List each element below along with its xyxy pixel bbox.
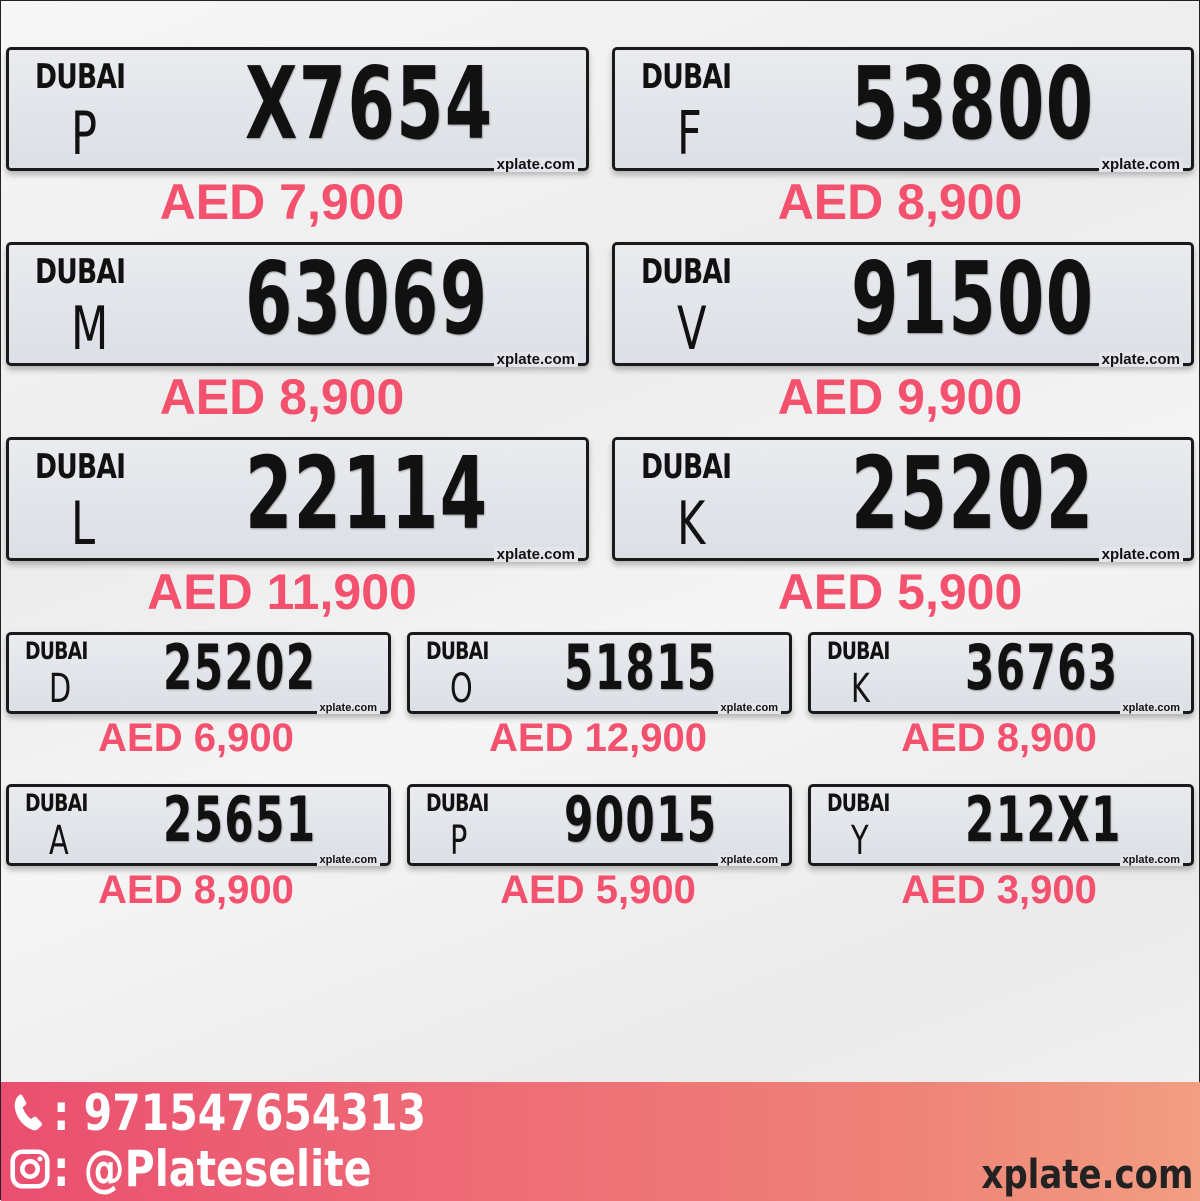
plate-price: AED 8,900 <box>777 174 1023 230</box>
dubai-logo: DUBAI <box>827 789 890 817</box>
instagram-handle[interactable]: : @Plateselite <box>53 1140 372 1198</box>
plate-watermark: xplate.com <box>493 547 578 562</box>
dubai-logo: DUBAI <box>426 789 489 817</box>
number-plate[interactable]: DUBAI P 90015 xplate.com <box>407 784 792 866</box>
plate-number: 25651 <box>163 783 317 856</box>
dubai-logo: DUBAI <box>827 637 890 665</box>
number-plate[interactable]: DUBAI K 25202 xplate.com <box>612 435 1194 562</box>
number-plate[interactable]: DUBAI V 91500 xplate.com <box>612 240 1194 367</box>
plate-code: P <box>71 99 98 169</box>
plate-price: AED 12,900 <box>489 716 707 760</box>
plate-price: AED 6,900 <box>98 716 294 760</box>
dubai-logo: DUBAI <box>35 447 126 487</box>
plate-watermark: xplate.com <box>493 352 578 367</box>
dubai-logo: DUBAI <box>641 57 732 97</box>
number-plate[interactable]: DUBAI P X7654 xplate.com <box>6 45 589 172</box>
plate-watermark: xplate.com <box>316 855 380 866</box>
plate-watermark: xplate.com <box>1119 703 1183 714</box>
dubai-logo: DUBAI <box>641 447 732 487</box>
plate-watermark: xplate.com <box>1098 352 1183 367</box>
phone-row: : 971547654313 <box>7 1088 508 1138</box>
dubai-logo: DUBAI <box>25 637 88 665</box>
plate-code: L <box>71 489 96 559</box>
plate-number: 53800 <box>851 45 1095 162</box>
plate-code: M <box>71 294 109 364</box>
number-plate[interactable]: DUBAI L 22114 xplate.com <box>6 435 589 562</box>
plate-price: AED 5,900 <box>500 868 696 912</box>
plate-number: 91500 <box>851 240 1095 357</box>
plate-price: AED 8,900 <box>159 369 405 425</box>
instagram-row: : @Plateselite <box>7 1144 442 1194</box>
plate-number: 25202 <box>851 435 1095 552</box>
instagram-icon <box>10 1149 50 1189</box>
contact-footer: : 971547654313 : @Plateselite xplate.com <box>1 1082 1200 1201</box>
plate-number: 22114 <box>245 435 489 552</box>
plate-code: A <box>49 818 69 864</box>
plate-price: AED 5,900 <box>777 564 1023 620</box>
plate-number: 212X1 <box>965 783 1122 856</box>
site-name: xplate.com <box>980 1152 1193 1198</box>
number-plate[interactable]: DUBAI D 25202 xplate.com <box>6 632 391 714</box>
plate-code: Y <box>851 818 869 864</box>
plate-price: AED 7,900 <box>159 174 405 230</box>
dubai-logo: DUBAI <box>641 252 732 292</box>
plate-watermark: xplate.com <box>1098 547 1183 562</box>
number-plate[interactable]: DUBAI Y 212X1 xplate.com <box>808 784 1194 866</box>
plate-price: AED 11,900 <box>147 564 417 620</box>
plate-price: AED 3,900 <box>901 868 1097 912</box>
number-plate[interactable]: DUBAI A 25651 xplate.com <box>6 784 391 866</box>
plate-watermark: xplate.com <box>717 703 781 714</box>
phone-number[interactable]: : 971547654313 <box>53 1084 427 1142</box>
plate-number: X7654 <box>245 45 494 162</box>
plate-price: AED 8,900 <box>901 716 1097 760</box>
plate-code: K <box>677 489 706 559</box>
plate-watermark: xplate.com <box>316 703 380 714</box>
plate-number: 90015 <box>564 783 718 856</box>
plate-watermark: xplate.com <box>717 855 781 866</box>
plate-code: D <box>49 666 72 712</box>
dubai-logo: DUBAI <box>426 637 489 665</box>
plate-code: V <box>677 294 707 364</box>
dubai-logo: DUBAI <box>35 57 126 97</box>
plate-watermark: xplate.com <box>1098 157 1183 172</box>
plate-watermark: xplate.com <box>1119 855 1183 866</box>
plate-code: O <box>450 666 473 712</box>
number-plate[interactable]: DUBAI F 53800 xplate.com <box>612 45 1194 172</box>
number-plate[interactable]: DUBAI M 63069 xplate.com <box>6 240 589 367</box>
dubai-logo: DUBAI <box>35 252 126 292</box>
dubai-logo: DUBAI <box>25 789 88 817</box>
plate-code: P <box>450 818 468 864</box>
phone-icon <box>14 1094 43 1131</box>
number-plate[interactable]: DUBAI K 36763 xplate.com <box>808 632 1194 714</box>
plate-number: 63069 <box>245 240 489 357</box>
number-plate[interactable]: DUBAI O 51815 xplate.com <box>407 632 792 714</box>
plate-number: 25202 <box>163 631 317 704</box>
plate-number: 51815 <box>564 631 718 704</box>
plate-price: AED 8,900 <box>98 868 294 912</box>
plate-price: AED 9,900 <box>777 369 1023 425</box>
plate-watermark: xplate.com <box>493 157 578 172</box>
plate-code: F <box>677 99 702 169</box>
plate-number: 36763 <box>965 631 1119 704</box>
plate-code: K <box>851 666 870 712</box>
